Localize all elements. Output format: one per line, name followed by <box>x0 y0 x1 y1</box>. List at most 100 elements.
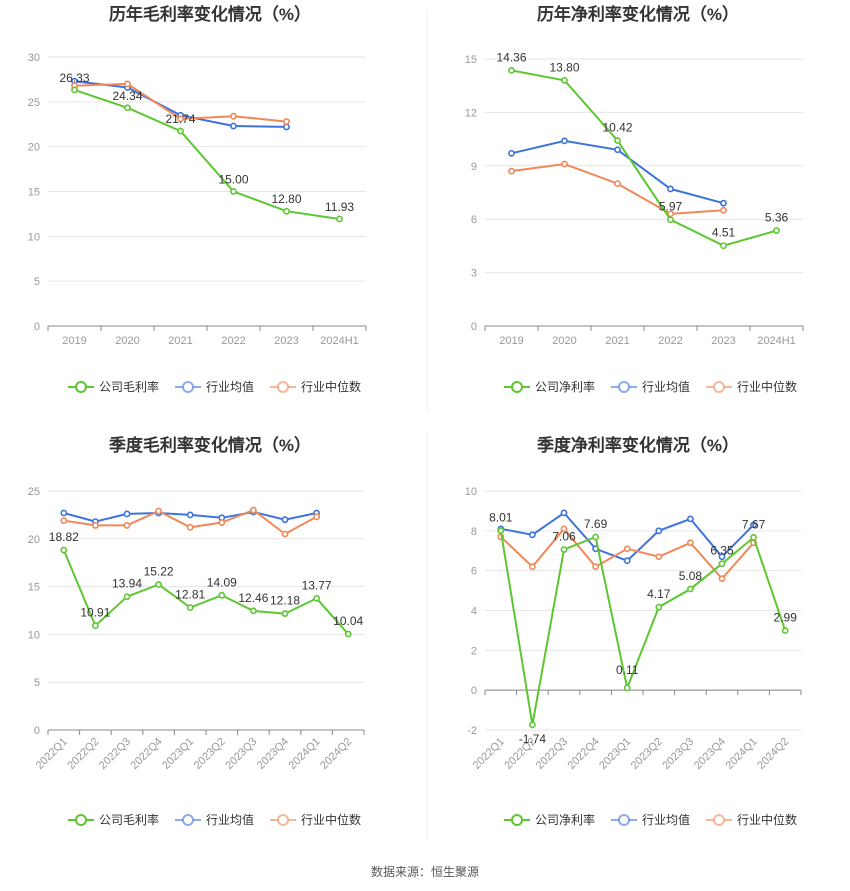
legend-marker <box>511 814 523 826</box>
data-point-industry_median <box>218 519 226 526</box>
data-label: 14.36 <box>496 50 526 64</box>
y-tick-label: 0 <box>34 725 40 737</box>
legend-label: 公司毛利率 <box>99 812 159 827</box>
data-point-company <box>281 610 289 617</box>
data-point-company <box>283 207 290 215</box>
data-point-company <box>123 593 131 601</box>
series-line-company <box>499 530 787 725</box>
data-point-industry_median <box>508 167 515 175</box>
data-point-industry_median <box>529 563 536 571</box>
legend-label: 公司净利率 <box>535 379 595 394</box>
y-tick-label: 5 <box>34 276 40 288</box>
data-point-company <box>718 560 726 568</box>
data-point-company <box>313 594 320 602</box>
data-label: -1.74 <box>519 732 547 746</box>
data-point-company <box>218 591 226 599</box>
data-point-industry_median <box>249 506 257 514</box>
data-point-company <box>92 622 99 630</box>
legend-marker <box>618 381 630 393</box>
data-point-industry_median <box>92 522 99 529</box>
data-label: 24.34 <box>112 89 142 103</box>
y-tick-label: 15 <box>28 582 40 594</box>
x-tick-label: 2023Q2 <box>192 736 228 772</box>
legend-item-industry_median: 行业中位数 <box>706 379 797 394</box>
x-tick-label: 2020 <box>552 335 576 347</box>
y-tick-label: 15 <box>465 54 477 66</box>
data-point-company <box>497 527 505 535</box>
data-point-industry_avg <box>283 123 290 131</box>
data-label: 7.06 <box>552 530 576 544</box>
y-tick-label: 10 <box>465 486 477 498</box>
data-label: 14.09 <box>207 575 237 589</box>
data-point-industry_avg <box>123 510 131 518</box>
legend-item-company: 公司净利率 <box>504 379 595 394</box>
data-point-industry_avg <box>560 509 568 517</box>
data-point-industry_avg <box>718 553 726 561</box>
data-point-industry_median <box>592 563 599 571</box>
data-point-industry_median <box>283 118 290 125</box>
legend-marker <box>511 381 523 393</box>
x-tick-label: 2022Q1 <box>471 736 507 772</box>
y-tick-label: 2 <box>471 645 477 657</box>
series-line-company <box>511 69 777 247</box>
legend-item-industry_median: 行业中位数 <box>706 812 797 827</box>
data-label: 12.46 <box>238 591 268 605</box>
data-point-company <box>344 630 352 638</box>
y-tick-label: 0 <box>471 321 477 333</box>
x-tick-label: 2024Q2 <box>318 736 354 772</box>
y-tick-label: 15 <box>28 187 40 199</box>
data-label: 10.42 <box>602 121 632 135</box>
y-tick-label: 5 <box>34 677 40 689</box>
data-label: 0.11 <box>616 663 639 677</box>
data-point-industry_median <box>230 112 237 120</box>
data-point-company <box>750 534 757 541</box>
data-label: 26.33 <box>59 71 89 85</box>
x-tick-label: 2023Q3 <box>223 736 259 772</box>
data-point-industry_avg <box>750 521 757 529</box>
data-point-industry_median <box>186 523 194 531</box>
data-point-industry_avg <box>60 509 68 517</box>
data-point-industry_avg <box>614 146 621 154</box>
chart-title: 季度净利率变化情况（%） <box>537 435 739 455</box>
legend-marker <box>277 381 289 393</box>
x-tick-label: 2024Q2 <box>755 736 791 772</box>
data-point-company <box>124 104 131 112</box>
legend-marker <box>277 814 289 826</box>
data-point-company <box>655 603 663 611</box>
data-point-industry_avg <box>561 137 568 145</box>
data-label: 12.81 <box>175 588 205 602</box>
data-label: 4.17 <box>647 587 671 601</box>
chart-title: 季度毛利率变化情况（%） <box>109 435 311 455</box>
data-label: 11.93 <box>325 200 354 214</box>
data-point-industry_median <box>720 206 727 214</box>
data-label: 5.08 <box>679 569 703 583</box>
legend-item-industry_avg: 行业均值 <box>611 812 690 827</box>
data-point-industry_median <box>614 180 621 187</box>
data-point-company <box>687 585 694 593</box>
legend-label: 行业中位数 <box>301 812 361 827</box>
data-label: 15.00 <box>218 173 248 187</box>
legend-label: 行业均值 <box>206 812 254 827</box>
data-point-company <box>720 242 727 250</box>
x-tick-label: 2019 <box>62 335 86 347</box>
data-label: 21.74 <box>165 112 195 126</box>
x-tick-label: 2024H1 <box>757 335 796 347</box>
x-tick-label: 2023Q1 <box>160 736 196 772</box>
y-tick-label: 8 <box>471 526 477 538</box>
data-point-industry_avg <box>687 515 694 523</box>
data-label: 2.99 <box>774 611 798 625</box>
legend-marker <box>75 814 87 826</box>
legend-item-industry_avg: 行业均值 <box>175 812 254 827</box>
x-tick-label: 2023Q2 <box>629 736 665 772</box>
data-point-industry_avg <box>508 149 515 157</box>
legend-label: 行业中位数 <box>737 379 797 394</box>
legend-label: 行业均值 <box>642 379 690 394</box>
data-point-company <box>230 188 237 195</box>
data-label: 10.91 <box>80 606 110 620</box>
data-label: 12.18 <box>270 594 300 608</box>
y-tick-label: 20 <box>28 534 40 546</box>
x-tick-label: 2023Q3 <box>660 736 696 772</box>
data-point-industry_median <box>177 115 184 123</box>
